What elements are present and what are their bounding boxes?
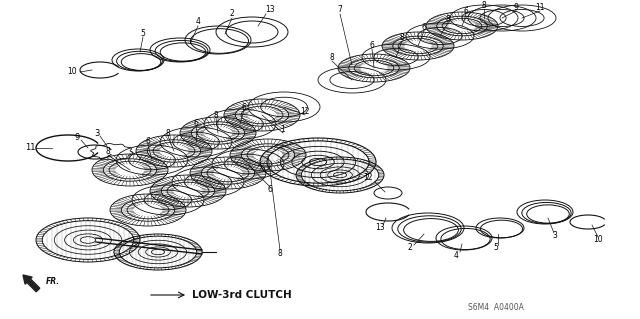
Text: 8: 8 [106, 147, 110, 157]
Text: FR.: FR. [46, 278, 60, 286]
Text: 1: 1 [280, 125, 285, 135]
FancyArrow shape [23, 275, 40, 292]
Text: 8: 8 [166, 129, 170, 137]
Text: 11: 11 [535, 4, 545, 12]
Text: 8: 8 [445, 16, 451, 25]
Text: 2: 2 [408, 243, 412, 253]
Text: 6: 6 [268, 186, 273, 195]
Text: 10: 10 [593, 235, 603, 244]
Text: 5: 5 [141, 28, 145, 38]
Text: 6: 6 [241, 102, 246, 112]
Text: 13: 13 [375, 224, 385, 233]
Text: 13: 13 [265, 5, 275, 14]
Text: 7: 7 [337, 5, 342, 14]
Text: 5: 5 [493, 243, 499, 253]
Text: 8: 8 [399, 33, 404, 42]
Text: 9: 9 [513, 4, 518, 12]
Text: 3: 3 [552, 232, 557, 241]
Text: LOW-3rd CLUTCH: LOW-3rd CLUTCH [192, 290, 292, 300]
Text: 4: 4 [454, 250, 458, 259]
Text: 8: 8 [482, 2, 486, 11]
Text: 6: 6 [369, 41, 374, 50]
Text: 8: 8 [278, 249, 282, 257]
Text: 2: 2 [230, 10, 234, 19]
Text: 4: 4 [196, 18, 200, 26]
Text: 6: 6 [145, 137, 150, 146]
Text: 8: 8 [330, 54, 334, 63]
Text: 3: 3 [94, 129, 100, 137]
Text: 12: 12 [364, 174, 372, 182]
Text: 8: 8 [214, 110, 218, 120]
Text: 10: 10 [67, 68, 77, 77]
Text: S6M4  A0400A: S6M4 A0400A [468, 302, 524, 311]
Text: 11: 11 [25, 144, 35, 152]
Text: 6: 6 [193, 120, 198, 129]
Text: 9: 9 [74, 133, 79, 143]
Text: 6: 6 [463, 8, 468, 17]
Text: 6: 6 [422, 24, 426, 33]
Text: 12: 12 [300, 108, 310, 116]
